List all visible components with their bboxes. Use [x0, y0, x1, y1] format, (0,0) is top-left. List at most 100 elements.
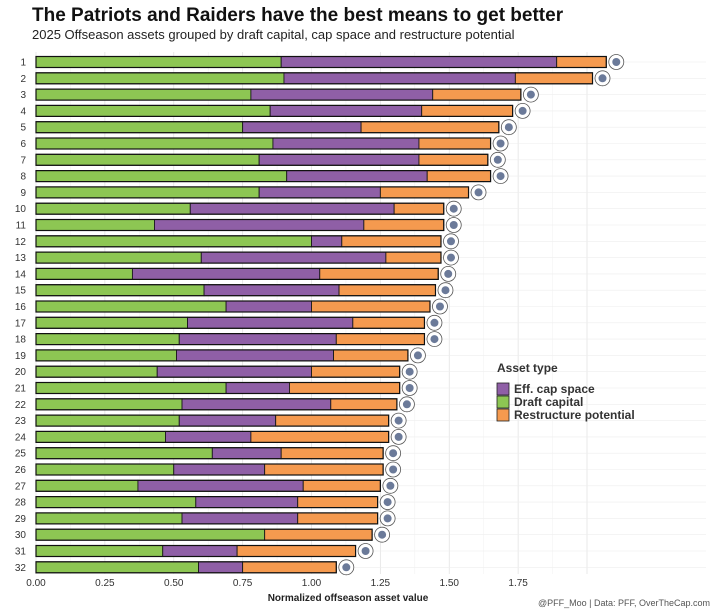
bar-outline-rank-31 — [35, 544, 357, 558]
team-logo-icon — [379, 510, 396, 527]
bar-segment-draft-capital-rank-1 — [35, 56, 282, 68]
bar-segment-restructure-potential-rank-20 — [311, 365, 401, 378]
bar-outline-rank-26 — [35, 463, 384, 476]
bar-segment-eff-cap-space-rank-10 — [189, 202, 395, 215]
team-logo-icon — [385, 461, 402, 478]
y-tick-label: 2 — [20, 74, 26, 85]
bar-outline-rank-18 — [35, 333, 426, 346]
team-logo-icon — [385, 445, 402, 462]
bar-segment-draft-capital-rank-4 — [35, 104, 271, 117]
bar-segment-restructure-potential-rank-16 — [311, 300, 431, 313]
bar-outline-rank-23 — [35, 414, 390, 427]
team-logo-core-icon — [430, 318, 439, 327]
bar-outline-rank-1 — [35, 55, 607, 69]
bar-outline-rank-13 — [35, 251, 442, 264]
y-tick-label: 23 — [15, 416, 27, 427]
bar-segment-restructure-potential-rank-28 — [297, 496, 379, 509]
team-logo-core-icon — [386, 481, 395, 490]
bar-segment-draft-capital-rank-16 — [35, 300, 227, 313]
bar-segment-draft-capital-rank-20 — [35, 365, 158, 378]
bar-segment-draft-capital-rank-13 — [35, 251, 202, 264]
legend-label: Restructure potential — [514, 408, 635, 422]
bar-outline-rank-32 — [35, 561, 337, 574]
bar-segment-restructure-potential-rank-21 — [289, 382, 401, 394]
bar-outline-rank-17 — [35, 316, 426, 329]
bar-segment-draft-capital-rank-26 — [35, 463, 175, 476]
legend-label: Draft capital — [514, 395, 583, 409]
bar-segment-restructure-potential-rank-3 — [432, 88, 522, 101]
x-tick-label: 0.75 — [233, 578, 253, 589]
bar-segment-eff-cap-space-rank-22 — [181, 398, 332, 411]
bar-segment-restructure-potential-rank-6 — [418, 137, 492, 150]
team-logo-icon — [410, 347, 426, 364]
team-logo-icon — [426, 331, 443, 348]
bar-segment-restructure-potential-rank-18 — [335, 333, 425, 346]
team-logo-core-icon — [378, 530, 387, 539]
team-logo-core-icon — [493, 155, 502, 164]
bar-segment-eff-cap-space-rank-13 — [200, 251, 387, 264]
x-tick-label: 1.00 — [302, 578, 322, 589]
bar-segment-restructure-potential-rank-32 — [242, 561, 337, 574]
team-logo-icon — [399, 396, 415, 413]
y-tick-label: 6 — [20, 139, 26, 150]
team-logo-icon — [432, 298, 448, 315]
team-logo-core-icon — [504, 123, 513, 132]
bar-outline-rank-20 — [35, 365, 401, 378]
bar-outline-rank-7 — [35, 153, 489, 166]
bar-segment-eff-cap-space-rank-27 — [137, 479, 304, 492]
bar-segment-eff-cap-space-rank-29 — [181, 512, 299, 525]
bar-outline-rank-9 — [35, 186, 470, 199]
y-tick-label: 4 — [20, 106, 26, 117]
team-logo-icon — [489, 151, 506, 168]
y-tick-label: 28 — [15, 498, 27, 509]
bar-segment-restructure-potential-rank-27 — [302, 479, 381, 492]
bar-segment-eff-cap-space-rank-21 — [225, 382, 290, 394]
bar-outline-rank-22 — [35, 398, 398, 411]
bar-segment-restructure-potential-rank-15 — [338, 284, 436, 297]
legend-swatch — [496, 395, 510, 409]
bar-segment-restructure-potential-rank-10 — [393, 202, 445, 215]
team-logo-icon — [443, 249, 459, 266]
team-logo-core-icon — [526, 90, 535, 99]
bar-segment-draft-capital-rank-25 — [35, 447, 213, 460]
bar-segment-restructure-potential-rank-1 — [556, 56, 607, 68]
bar-segment-eff-cap-space-rank-24 — [165, 430, 252, 443]
team-logo-core-icon — [402, 400, 411, 409]
bar-segment-draft-capital-rank-18 — [35, 333, 180, 346]
chart-title: The Patriots and Raiders have the best m… — [32, 5, 564, 26]
bar-segment-draft-capital-rank-6 — [35, 137, 274, 150]
bar-segment-eff-cap-space-rank-31 — [162, 545, 238, 557]
y-tick-label: 1 — [20, 58, 26, 69]
bar-segment-restructure-potential-rank-14 — [319, 267, 439, 280]
bar-outline-rank-4 — [35, 104, 514, 118]
bar-outline-rank-11 — [35, 218, 445, 232]
bar-segment-eff-cap-space-rank-12 — [311, 235, 343, 248]
bar-outline-rank-15 — [35, 284, 437, 297]
bar-segment-draft-capital-rank-9 — [35, 186, 260, 199]
y-tick-label: 9 — [20, 188, 26, 199]
team-logo-icon — [390, 412, 407, 429]
bar-outline-rank-27 — [35, 479, 381, 492]
y-tick-label: 18 — [15, 335, 27, 346]
team-logo-core-icon — [518, 106, 527, 115]
bar-outline-rank-12 — [35, 235, 442, 248]
y-tick-label: 32 — [15, 563, 27, 574]
credit-line: @PFF_Moo | Data: PFF, OverTheCap.com — [537, 598, 710, 608]
bar-segment-restructure-potential-rank-11 — [363, 219, 445, 231]
x-tick-label: 0.25 — [95, 578, 115, 589]
bar-outline-rank-21 — [35, 381, 401, 395]
bar-segment-draft-capital-rank-28 — [35, 496, 197, 509]
bar-segment-eff-cap-space-rank-16 — [225, 300, 312, 313]
team-logo-core-icon — [441, 286, 450, 295]
bar-segment-eff-cap-space-rank-18 — [178, 333, 337, 346]
legend-swatch — [496, 408, 510, 422]
team-logo-core-icon — [612, 58, 621, 66]
bar-segment-draft-capital-rank-10 — [35, 202, 191, 215]
y-tick-label: 11 — [16, 221, 27, 232]
y-tick-label: 14 — [15, 269, 27, 280]
team-logo-icon — [357, 543, 374, 559]
x-axis-label: Normalized offseason asset value — [268, 593, 429, 604]
y-tick-label: 17 — [15, 318, 27, 329]
bar-segment-restructure-potential-rank-30 — [264, 528, 373, 541]
